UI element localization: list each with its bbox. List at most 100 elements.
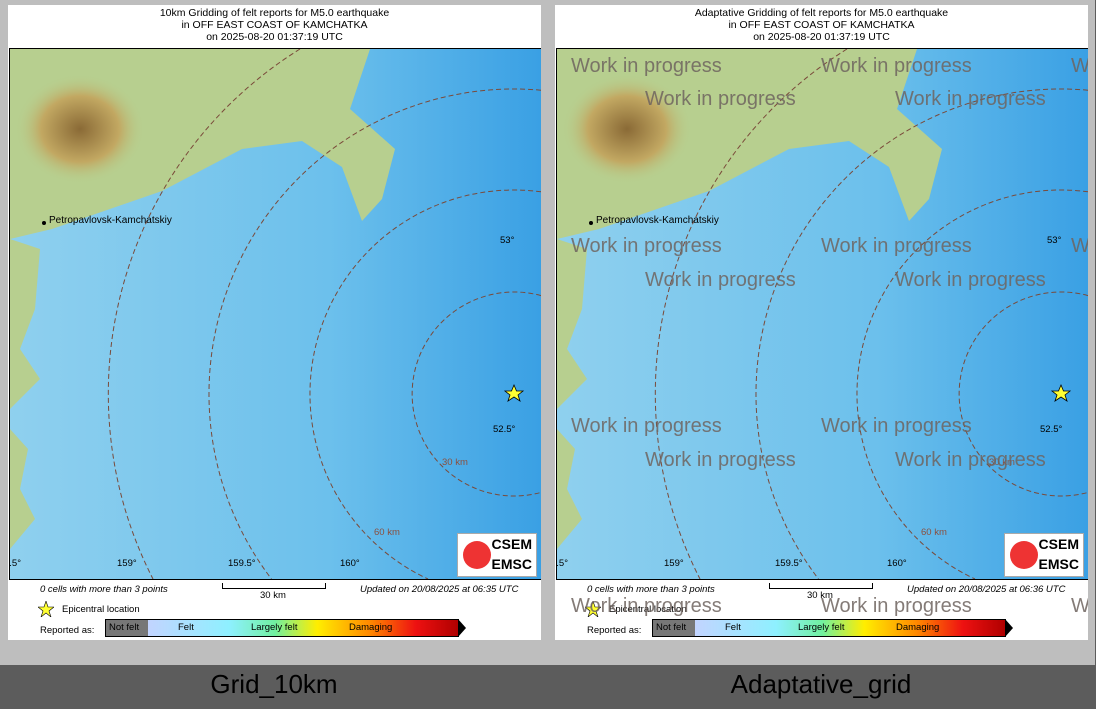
city-label: Petropavlovsk-Kamchatskiy (49, 215, 172, 226)
volcano-relief (15, 74, 145, 184)
distance-rings (107, 49, 541, 579)
map-graphic (10, 49, 541, 579)
title-line: on 2025-08-20 01:37:19 UTC (753, 31, 890, 43)
map-canvas[interactable]: Petropavlovsk-Kamchatskiy 53° 52.5° 8.5°… (9, 48, 541, 580)
panel-caption: Grid_10km (210, 669, 338, 699)
legend-class: Not felt (656, 622, 687, 633)
star-icon (585, 601, 601, 617)
ring-label: 30 km (442, 457, 468, 468)
lon-label: 8.5° (556, 558, 569, 569)
lat-label: 52.5° (1040, 424, 1063, 435)
cells-note: 0 cells with more than 3 points (40, 584, 168, 595)
scale-label: 30 km (807, 590, 833, 601)
ring-label: 60 km (921, 527, 947, 538)
epicenter-star-icon[interactable] (503, 383, 525, 402)
updated-time: Updated on 20/08/2025 at 06:36 UTC (907, 584, 1066, 595)
ring-90km (208, 88, 541, 579)
legend-epicenter: Epicentral location (62, 604, 140, 615)
watermark-text: Work in progress (571, 55, 722, 77)
watermark-text: Work in progress (821, 235, 972, 257)
map-title: 10km Gridding of felt reports for M5.0 e… (8, 7, 541, 43)
ring-120km (654, 49, 848, 579)
ring-label: 30 km (989, 457, 1015, 468)
ring-60km (856, 189, 1088, 579)
emsc-logo: CSEM EMSC (1004, 533, 1084, 577)
title-line: in OFF EAST COAST OF KAMCHATKA (181, 19, 368, 31)
watermark-text: Work in progress (895, 449, 1046, 471)
watermark-text: Work in progress (571, 415, 722, 437)
lat-label: 53° (500, 235, 515, 246)
lat-label: 52.5° (493, 424, 516, 435)
logo-text: CSEM (1038, 536, 1079, 552)
scale-bar (769, 583, 873, 589)
map-title: Adaptative Gridding of felt reports for … (555, 7, 1088, 43)
watermark-text: Work in progress (895, 88, 1046, 110)
title-line: in OFF EAST COAST OF KAMCHATKA (728, 19, 915, 31)
scale-arrow-icon (458, 619, 466, 637)
ring-90km (755, 88, 1088, 579)
logo-text: CSEM (491, 536, 532, 552)
watermark-text: Work in progress (821, 595, 972, 617)
watermark-text: Work in progress (571, 235, 722, 257)
map-sheet: Adaptative Gridding of felt reports for … (555, 5, 1088, 640)
globe-icon (463, 541, 491, 569)
map-panel-1: 10km Gridding of felt reports for M5.0 e… (0, 0, 548, 665)
legend-reported-as: Reported as: (40, 625, 95, 636)
legend-class: Largely felt (798, 622, 845, 633)
star-icon (38, 601, 54, 617)
ring-label: 60 km (374, 527, 400, 538)
ring-60km (309, 189, 541, 579)
ring-30km (411, 291, 541, 497)
ring-30km (958, 291, 1088, 497)
map-sheet: 10km Gridding of felt reports for M5.0 e… (8, 5, 541, 640)
legend-reported-as: Reported as: (587, 625, 642, 636)
volcano-relief (562, 74, 692, 184)
legend-class: Damaging (896, 622, 940, 633)
legend-class: Damaging (349, 622, 393, 633)
emsc-logo: CSEM EMSC (457, 533, 537, 577)
distance-rings (654, 49, 1088, 579)
logo-text: EMSC (491, 556, 532, 572)
legend-class: Not felt (109, 622, 140, 633)
scale-bar (222, 583, 326, 589)
title-line: 10km Gridding of felt reports for M5.0 e… (159, 7, 390, 19)
updated-time: Updated on 20/08/2025 at 06:35 UTC (360, 584, 519, 595)
lon-label: 160° (887, 558, 907, 569)
lon-label: 159.5° (228, 558, 256, 569)
lon-label: 160° (340, 558, 360, 569)
legend-epicenter: Epicentral location (609, 604, 687, 615)
globe-icon (1010, 541, 1038, 569)
watermark-text: Work in progress (645, 449, 796, 471)
watermark-text: Work in progress (821, 415, 972, 437)
lon-label: 159.5° (775, 558, 803, 569)
land-coast (557, 239, 587, 549)
title-line: Adaptative Gridding of felt reports for … (694, 7, 949, 19)
watermark-text: Work in progress (1071, 55, 1088, 77)
cells-note: 0 cells with more than 3 points (587, 584, 715, 595)
intensity-color-scale: Not felt Felt Largely felt Damaging (652, 619, 1006, 637)
ring-120km (107, 49, 301, 579)
land-coast (10, 239, 40, 549)
watermark-text: Work in progress (821, 55, 972, 77)
intensity-color-scale: Not felt Felt Largely felt Damaging (105, 619, 459, 637)
watermark-text: Work in progress (645, 269, 796, 291)
legend-class: Felt (178, 622, 194, 633)
map-panel-2: Adaptative Gridding of felt reports for … (547, 0, 1095, 665)
lon-label: 8.5° (9, 558, 22, 569)
map-canvas[interactable]: Petropavlovsk-Kamchatskiy 53° 52.5° 8.5°… (556, 48, 1088, 580)
map-graphic (557, 49, 1088, 579)
epicenter-star-icon[interactable] (1050, 383, 1072, 402)
lon-label: 159° (664, 558, 684, 569)
scale-arrow-icon (1005, 619, 1013, 637)
city-marker (589, 221, 593, 225)
watermark-text: Work in progress (895, 269, 1046, 291)
watermark-text: Work in progress (645, 88, 796, 110)
city-marker (42, 221, 46, 225)
watermark-text: Work in progress (571, 595, 722, 617)
legend-class: Felt (725, 622, 741, 633)
scale-label: 30 km (260, 590, 286, 601)
title-line: on 2025-08-20 01:37:19 UTC (206, 31, 343, 43)
lat-label: 53° (1047, 235, 1062, 246)
watermark-text: Work in progress (1071, 235, 1088, 257)
lon-label: 159° (117, 558, 137, 569)
